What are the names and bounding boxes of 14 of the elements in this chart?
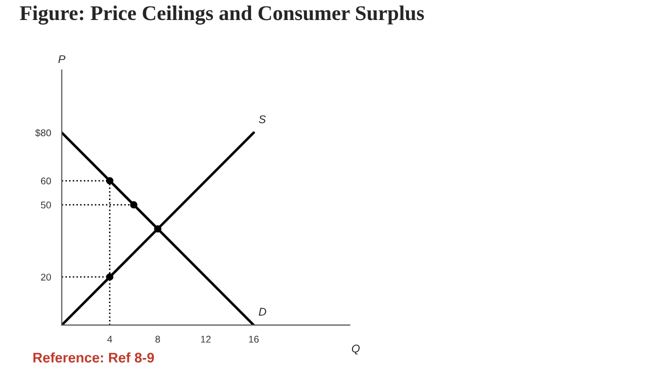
series-label: S — [258, 115, 266, 124]
x-axis-title: Q — [352, 344, 360, 354]
y-tick-label: 20 — [41, 274, 51, 281]
y-tick-label: 60 — [41, 177, 51, 184]
x-tick-label: 12 — [201, 336, 211, 343]
y-tick-label: $80 — [35, 128, 51, 137]
y-tick-label: 50 — [40, 202, 51, 208]
x-tick-label: 4 — [107, 336, 112, 343]
series-label: D — [258, 308, 266, 316]
y-axis-title: P — [58, 55, 66, 63]
text: Reference: Ref 8-9 — [33, 352, 154, 363]
x-tick-label: 8 — [155, 336, 160, 343]
x-tick-label: 16 — [249, 336, 259, 343]
chart-title: Figure: Price Ceilings and Consumer Surplus — [20, 6, 424, 25]
